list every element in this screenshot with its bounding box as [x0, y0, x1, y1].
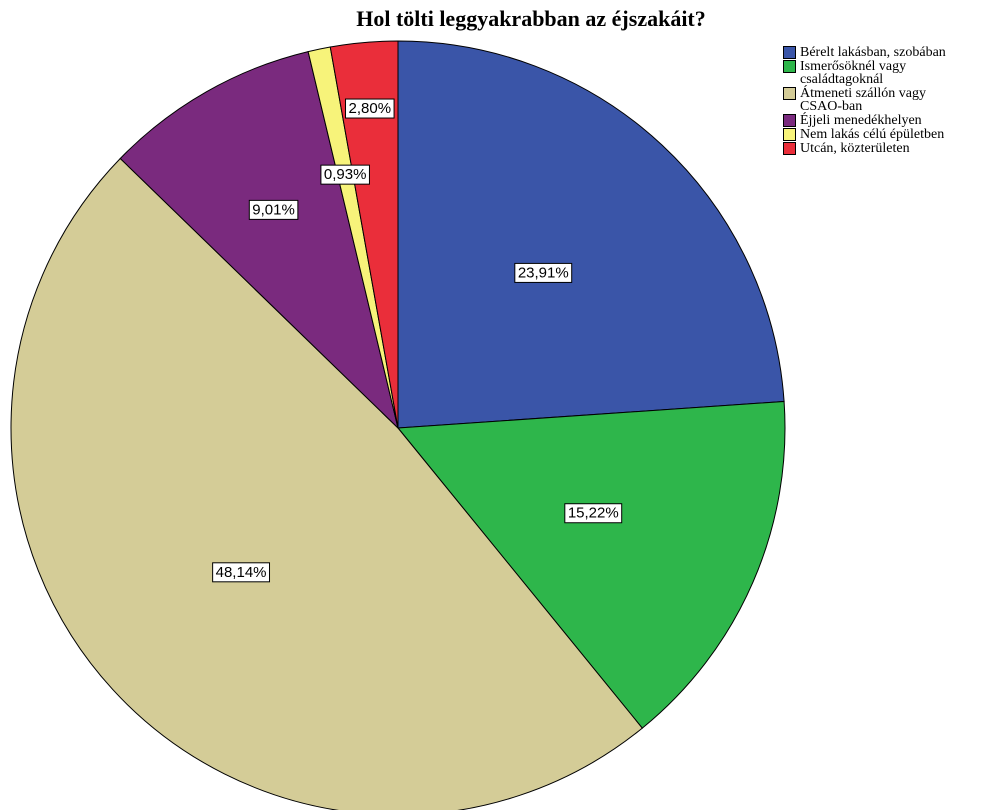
legend-swatch: [783, 87, 796, 100]
legend-label: Ismerősöknél vagy családtagoknál: [800, 59, 907, 87]
slice-label-box: [564, 503, 623, 524]
legend-item: Átmeneti szállón vagy CSAO-ban: [783, 86, 1002, 114]
slice-label-box: [514, 262, 573, 283]
slice-label-text: 48,14%: [216, 564, 267, 581]
legend-label: Nem lakás célú épületben: [800, 127, 945, 142]
slice-data-label: 0,93%: [320, 164, 370, 185]
legend-swatch: [783, 46, 796, 59]
slice-label-text: 2,80%: [349, 100, 392, 117]
pie-slice: [397, 400, 786, 729]
pie-slices: [10, 40, 786, 810]
legend-item: Utcán, közterületen: [783, 141, 1002, 156]
legend: Bérelt lakásban, szobában Ismerősöknél va…: [783, 46, 1002, 156]
pie-slice: [329, 40, 399, 429]
pie-labels: 23,91% 15,22% 48,14% 9,01% 0,93% 2,80%: [212, 98, 623, 583]
legend-item: Ismerősöknél vagy családtagoknál: [783, 59, 1002, 87]
slice-label-box: [320, 164, 370, 185]
legend-item: Bérelt lakásban, szobában: [783, 45, 1002, 60]
legend-label: Utcán, közterületen: [800, 141, 910, 156]
slice-label-box: [248, 199, 299, 220]
pie-slice: [10, 157, 644, 810]
legend-item: Éjjeli menedékhelyen: [783, 113, 1002, 128]
legend-label: Átmeneti szállón vagy CSAO-ban: [800, 86, 926, 114]
legend-label: Éjjeli menedékhelyen: [800, 113, 922, 128]
slice-data-label: 48,14%: [212, 562, 271, 583]
legend-label: Bérelt lakásban, szobában: [800, 45, 946, 60]
slice-data-label: 2,80%: [345, 98, 395, 119]
slice-label-box: [345, 98, 395, 119]
legend-swatch: [783, 114, 796, 127]
chart-title: Hol tölti leggyakrabban az éjszakáit?: [356, 6, 706, 31]
slice-label-box: [212, 562, 271, 583]
pie-slice: [397, 40, 785, 429]
slice-label-text: 9,01%: [252, 201, 295, 218]
legend-swatch: [783, 60, 796, 73]
legend-swatch: [783, 142, 796, 155]
slice-label-text: 0,93%: [324, 166, 367, 183]
pie-slice: [119, 50, 399, 430]
legend-item: Nem lakás célú épületben: [783, 127, 1002, 142]
slice-data-label: 23,91%: [514, 262, 573, 283]
slice-label-text: 15,22%: [568, 505, 619, 522]
slice-data-label: 15,22%: [564, 503, 623, 524]
slice-label-text: 23,91%: [518, 264, 569, 281]
slice-data-label: 9,01%: [248, 199, 299, 220]
legend-swatch: [783, 128, 796, 141]
